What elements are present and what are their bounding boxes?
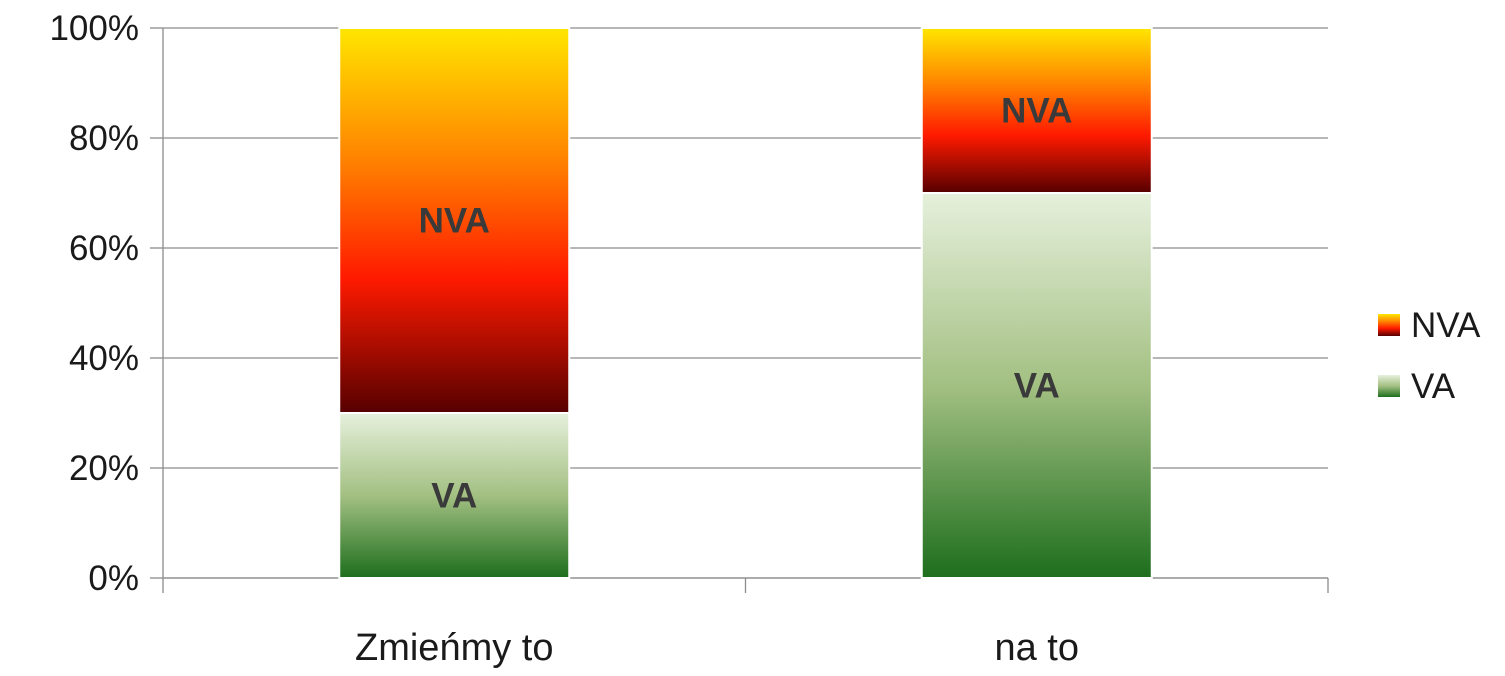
y-tick-label: 0%	[88, 559, 139, 598]
bars	[338, 27, 1153, 579]
y-tick-label: 80%	[69, 119, 139, 158]
x-category-label: na to	[994, 627, 1079, 669]
data-labels: VA NVA VA NVA	[419, 92, 1073, 516]
legend-swatch-va	[1378, 375, 1400, 397]
y-tick-label: 20%	[69, 449, 139, 488]
bar-segment-nva	[338, 27, 571, 414]
legend-label-nva: NVA	[1411, 306, 1481, 345]
y-tick-label: 40%	[69, 339, 139, 378]
data-label-va: VA	[1014, 367, 1060, 406]
legend: NVA VA	[1378, 306, 1481, 406]
data-label-nva: NVA	[419, 202, 490, 241]
legend-swatch-nva	[1378, 314, 1400, 336]
legend-label-va: VA	[1411, 367, 1456, 406]
y-tick-label: 100%	[49, 9, 139, 48]
bar-segment-va	[920, 192, 1153, 579]
axes: 0% 20% 40% 60% 80% 100% Zmieńmy to na to	[49, 9, 1329, 669]
data-label-nva: NVA	[1001, 92, 1072, 131]
y-tick-label: 60%	[69, 229, 139, 268]
data-label-va: VA	[431, 477, 477, 516]
gridlines	[163, 27, 1328, 579]
bar-segment-nva	[920, 27, 1153, 194]
x-category-label: Zmieńmy to	[355, 627, 553, 669]
